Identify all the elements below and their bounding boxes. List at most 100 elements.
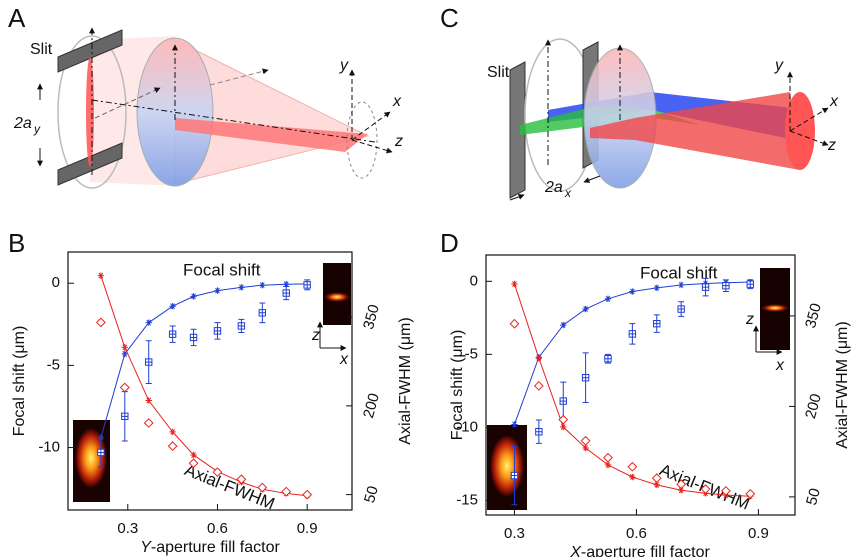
panel-label: D bbox=[440, 228, 459, 258]
plot-frame bbox=[485, 254, 796, 516]
data-point bbox=[533, 380, 544, 391]
dim-arrow bbox=[509, 193, 525, 201]
x-tick-label: 0.6 bbox=[207, 520, 228, 537]
focus-ring bbox=[346, 101, 378, 179]
y-tick-label: -10 bbox=[456, 418, 478, 435]
series-line bbox=[513, 281, 751, 425]
x-axis-label-part: -aperture fill factor bbox=[151, 539, 281, 556]
data-point bbox=[236, 474, 247, 485]
data-point bbox=[145, 397, 152, 404]
data-point bbox=[746, 280, 754, 288]
data-point bbox=[745, 488, 756, 499]
data-point bbox=[168, 330, 177, 338]
series-line bbox=[100, 283, 308, 438]
axis-label: z bbox=[827, 137, 836, 154]
data-point bbox=[558, 414, 569, 425]
data-point bbox=[535, 428, 543, 436]
inset-axis-label: z bbox=[745, 311, 754, 328]
data-point bbox=[581, 373, 590, 382]
data-point bbox=[190, 451, 197, 459]
inset-axis-label: x bbox=[339, 351, 349, 368]
series-line bbox=[100, 275, 308, 497]
data-point bbox=[145, 358, 153, 366]
axis-label: z bbox=[394, 133, 403, 150]
data-point bbox=[629, 473, 636, 481]
panel-label: A bbox=[8, 3, 26, 33]
lens bbox=[136, 37, 214, 187]
data-point bbox=[676, 479, 687, 490]
panel-label: C bbox=[440, 3, 459, 33]
data-point bbox=[212, 467, 223, 478]
chart: 0.3 0.6 0.9 -10 -5 0 50 200 350 Y-aperture fill f… bbox=[11, 251, 414, 556]
dim-arrow bbox=[583, 175, 601, 183]
data-point bbox=[677, 281, 685, 289]
slit-label: Slit bbox=[487, 64, 510, 81]
data-point bbox=[143, 418, 154, 428]
slit-plate bbox=[57, 29, 123, 73]
axis bbox=[789, 130, 829, 146]
axis-label: x bbox=[392, 93, 402, 110]
y-tick-label: 0 bbox=[470, 272, 478, 289]
aperture-label: 2a bbox=[544, 179, 563, 196]
data-point bbox=[511, 421, 518, 428]
data-point bbox=[700, 484, 711, 494]
y2-tick-label: 350 bbox=[802, 302, 825, 331]
data-point bbox=[677, 487, 685, 494]
axis bbox=[91, 99, 376, 143]
aperture-label: 2a bbox=[13, 115, 32, 132]
data-point bbox=[97, 272, 105, 279]
data-point bbox=[509, 318, 520, 329]
plot-frame bbox=[67, 251, 353, 511]
slit-plate bbox=[509, 61, 526, 199]
inset-image bbox=[490, 435, 524, 497]
x-tick-label: 0.3 bbox=[117, 520, 138, 537]
data-point bbox=[627, 461, 638, 472]
data-point bbox=[167, 441, 178, 451]
x-tick-label: 0.9 bbox=[748, 525, 769, 542]
ray bbox=[209, 68, 269, 86]
y-axis-label: Focal shift (μm) bbox=[11, 326, 28, 437]
data-point bbox=[580, 435, 591, 446]
data-point bbox=[722, 281, 730, 290]
x-tick-label: 0.3 bbox=[504, 525, 525, 542]
data-point bbox=[653, 319, 661, 328]
data-point bbox=[701, 283, 710, 291]
data-point bbox=[188, 458, 199, 469]
axis-label: y bbox=[774, 57, 784, 74]
x-tick-label: 0.9 bbox=[297, 520, 318, 537]
aperture-sub: x bbox=[564, 186, 572, 200]
data-point bbox=[95, 317, 106, 328]
y-tick-label: -5 bbox=[47, 356, 60, 373]
y2-tick-label: 50 bbox=[361, 484, 382, 505]
data-point bbox=[145, 319, 152, 326]
data-point bbox=[510, 471, 519, 480]
slit-label: Slit bbox=[30, 41, 53, 58]
data-point bbox=[653, 284, 660, 292]
data-point bbox=[302, 489, 313, 500]
data-point bbox=[121, 412, 129, 421]
data-point bbox=[560, 321, 567, 329]
data-point bbox=[121, 344, 128, 351]
data-point bbox=[169, 303, 176, 310]
data-point bbox=[720, 485, 731, 496]
y2-tick-label: 200 bbox=[802, 392, 825, 421]
axis bbox=[351, 139, 393, 154]
inset-axis-label: z bbox=[311, 327, 320, 344]
data-point bbox=[651, 473, 662, 484]
data-point bbox=[282, 289, 290, 297]
inset-image bbox=[75, 428, 107, 488]
data-point bbox=[604, 295, 612, 303]
data-point bbox=[628, 330, 637, 338]
data-point bbox=[629, 288, 636, 295]
data-point bbox=[189, 333, 198, 342]
data-point bbox=[283, 281, 290, 288]
data-point bbox=[258, 309, 267, 317]
data-point bbox=[169, 428, 176, 436]
panel-label: B bbox=[8, 228, 25, 258]
diagram-c: C Slit 2a x y x z bbox=[440, 3, 839, 201]
data-point bbox=[238, 284, 245, 291]
y2-axis-label: Axial-FWHM (μm) bbox=[397, 317, 414, 444]
data-point bbox=[603, 452, 613, 463]
x-axis-label-part: X bbox=[569, 544, 582, 557]
